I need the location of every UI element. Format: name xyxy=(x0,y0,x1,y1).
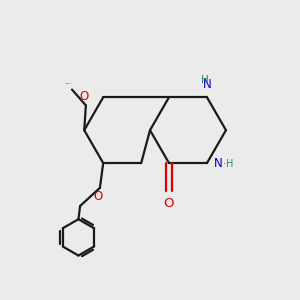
Text: O: O xyxy=(94,190,103,203)
Text: H: H xyxy=(201,75,209,85)
Text: N: N xyxy=(202,78,211,92)
Text: O: O xyxy=(80,90,89,103)
Text: ·H: ·H xyxy=(223,159,233,169)
Text: N: N xyxy=(214,157,223,169)
Text: O: O xyxy=(164,197,174,210)
Text: methoxy: methoxy xyxy=(66,83,72,84)
